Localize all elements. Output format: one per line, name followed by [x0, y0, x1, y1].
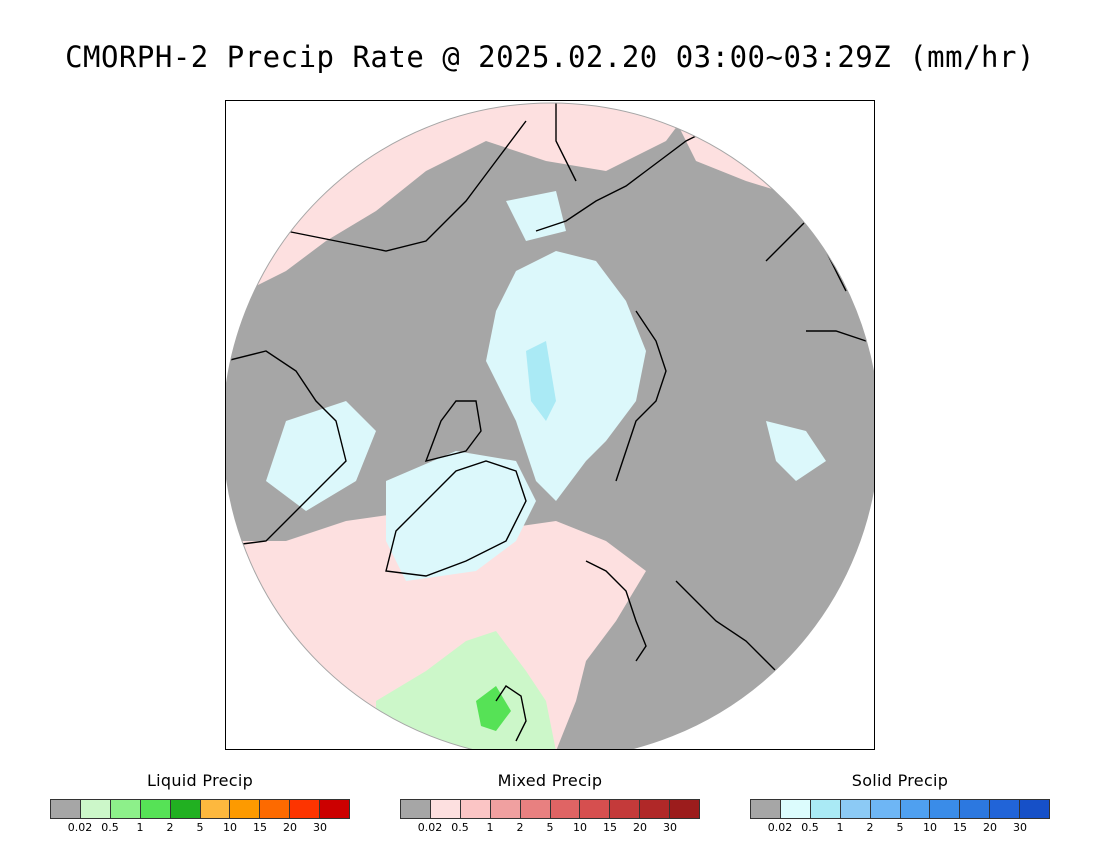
legend-liquid-swatch	[290, 800, 321, 818]
legend-liquid-tick-label: 15	[253, 821, 267, 834]
legend-liquid-title: Liquid Precip	[146, 771, 254, 790]
legend-solid-swatch	[751, 800, 781, 818]
legend-mixed-swatch	[430, 800, 461, 818]
solid-precip-center-streak	[526, 341, 556, 421]
solid-precip-arctic-ocean	[486, 251, 646, 501]
polar-map	[225, 100, 875, 750]
legend-mixed-swatch	[670, 800, 700, 818]
legend-solid-tick-label: 30	[1013, 821, 1027, 834]
legend-mixed-swatch	[610, 800, 641, 818]
legend-liquid-swatch	[80, 800, 111, 818]
legend-liquid-swatch	[230, 800, 261, 818]
legend-mixed-tick-label: 30	[663, 821, 677, 834]
legend-solid-swatch	[960, 800, 991, 818]
legend-mixed-swatch	[640, 800, 671, 818]
solid-precip-canada	[266, 401, 376, 511]
legend-liquid-swatch	[51, 800, 81, 818]
legend-solid-title: Solid Precip	[851, 771, 949, 790]
map-disk-edge	[226, 102, 874, 749]
legend-liquid-tick-label: 2	[166, 821, 174, 834]
legend-liquid-swatch	[260, 800, 291, 818]
legend-solid-tick-label: 15	[953, 821, 967, 834]
legend-mixed-swatch	[550, 800, 581, 818]
legend-solid-swatch	[900, 800, 931, 818]
solid-precip-greenland	[386, 451, 536, 581]
legend-solid-tick-label: 10	[923, 821, 937, 834]
legend-solid-swatch	[780, 800, 811, 818]
legend-mixed-tick-label: 5	[546, 821, 554, 834]
legend-mixed-tick-label: 10	[573, 821, 587, 834]
legend-liquid-swatch	[170, 800, 201, 818]
legend-mixed-tick-label: 15	[603, 821, 617, 834]
legend-solid-swatch	[990, 800, 1021, 818]
legend-solid-tick-label: 20	[983, 821, 997, 834]
legend-mixed-swatch	[460, 800, 491, 818]
legend-liquid-tick-label: 0.5	[101, 821, 119, 834]
solid-precip-chukchi	[506, 191, 566, 241]
legend-mixed-tick-label: 0.5	[451, 821, 469, 834]
legend-mixed-precip: Mixed Precip 0.02 0.5 1 2 5 10 15 20 30	[400, 770, 700, 835]
legend-liquid-swatch	[110, 800, 141, 818]
legend-liquid-tick-label: 20	[283, 821, 297, 834]
coastlines	[226, 103, 867, 742]
legend-liquid-swatch	[140, 800, 171, 818]
legend-solid-swatch	[810, 800, 841, 818]
legend-solid-tick-label: 0.02	[767, 821, 793, 834]
legend-solid-ticks: 0.02 0.5 1 2 5 10 15 20 30	[750, 821, 1050, 835]
legend-liquid-tick-label: 5	[196, 821, 204, 834]
legend-mixed-colorbar	[400, 799, 700, 819]
liquid-precip-uk-core	[476, 686, 511, 731]
legend-mixed-title: Mixed Precip	[497, 771, 603, 790]
legend-liquid-tick-label: 0.02	[67, 821, 93, 834]
legend-liquid-precip: Liquid Precip 0.02 0.5 1 2 5 10 15 20 30	[50, 770, 350, 835]
legend-mixed-ticks: 0.02 0.5 1 2 5 10 15 20 30	[400, 821, 700, 835]
legend-solid-colorbar	[750, 799, 1050, 819]
legend-liquid-tick-label: 1	[136, 821, 144, 834]
legend-solid-tick-label: 0.5	[801, 821, 819, 834]
legend-mixed-swatch	[580, 800, 611, 818]
legend-liquid-ticks: 0.02 0.5 1 2 5 10 15 20 30	[50, 821, 350, 835]
solid-precip-siberia-patch	[766, 421, 826, 481]
legend-solid-tick-label: 1	[836, 821, 844, 834]
legend-mixed-tick-label: 20	[633, 821, 647, 834]
legend-liquid-tick-label: 10	[223, 821, 237, 834]
legend-solid-swatch	[1020, 800, 1050, 818]
legend-mixed-swatch	[401, 800, 431, 818]
legend-mixed-tick-label: 2	[516, 821, 524, 834]
legend-mixed-tick-label: 1	[486, 821, 494, 834]
polar-map-canvas	[226, 102, 874, 749]
legend-liquid-tick-label: 30	[313, 821, 327, 834]
legend-liquid-swatch	[320, 800, 350, 818]
legend-solid-swatch	[930, 800, 961, 818]
legend-liquid-colorbar	[50, 799, 350, 819]
legend-solid-tick-label: 2	[866, 821, 874, 834]
legend-solid-precip: Solid Precip 0.02 0.5 1 2 5 10 15 20 30	[750, 770, 1050, 835]
legend-mixed-swatch	[490, 800, 521, 818]
legend-mixed-tick-label: 0.02	[417, 821, 443, 834]
legend-mixed-swatch	[520, 800, 551, 818]
map-title: CMORPH-2 Precip Rate @ 2025.02.20 03:00~…	[65, 40, 1035, 74]
legend-solid-tick-label: 5	[896, 821, 904, 834]
legend-liquid-swatch	[200, 800, 231, 818]
liquid-precip-uk-europe	[376, 631, 556, 749]
legend-solid-swatch	[870, 800, 901, 818]
legend-solid-swatch	[840, 800, 871, 818]
